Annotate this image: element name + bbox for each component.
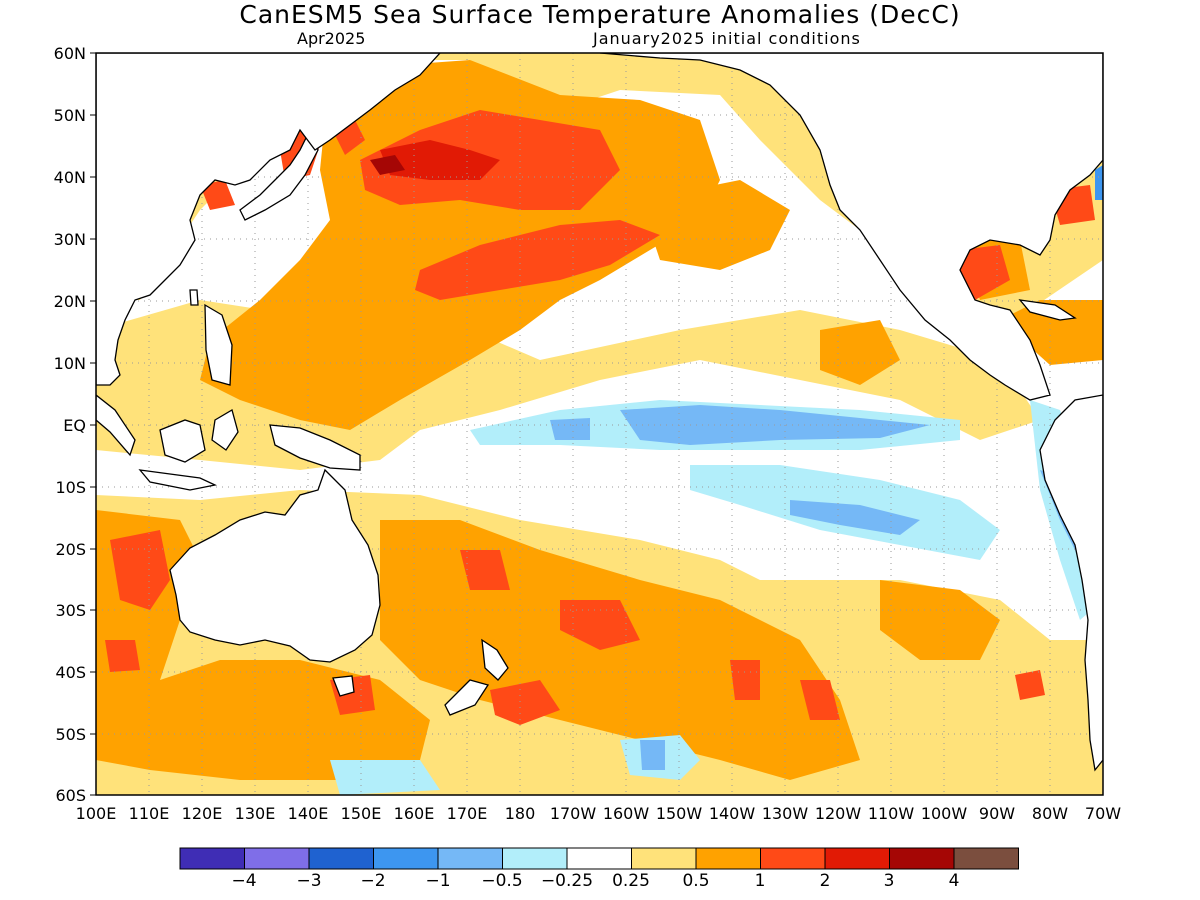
colorbar-swatch — [437, 847, 503, 870]
colorbar-label: 0.5 — [682, 871, 710, 891]
gridlines — [96, 53, 1103, 795]
x-tick-label: 110W — [867, 804, 915, 823]
x-tick-label: 140E — [287, 804, 329, 823]
y-tick-label: 20N — [53, 292, 86, 311]
colorbar-label: −4 — [231, 871, 257, 891]
plot-frame — [95, 52, 1104, 796]
y-tick-label: 50S — [55, 725, 86, 744]
new-guinea-landmass — [269, 424, 361, 471]
x-tick-label: 160W — [602, 804, 650, 823]
colorbar-swatch — [695, 847, 761, 870]
colorbar-swatch — [889, 847, 955, 870]
colorbar-label: −3 — [296, 871, 322, 891]
x-tick-label: 70W — [1084, 804, 1122, 823]
colorbar — [179, 847, 1019, 870]
colorbar-label: 4 — [948, 871, 960, 891]
x-tick-label: 120W — [814, 804, 862, 823]
colorbar-swatch — [566, 847, 632, 870]
x-tick-label: 100E — [75, 804, 117, 823]
colorbar-swatch — [308, 847, 374, 870]
initial-conditions-label: January2025 initial conditions — [593, 29, 861, 48]
australia-landmass — [169, 468, 381, 663]
x-tick-label: 130W — [761, 804, 809, 823]
x-tick-label: 160E — [393, 804, 435, 823]
colorbar-label: −2 — [360, 871, 386, 891]
borneo-landmass — [159, 419, 206, 463]
anomaly-region-warm-very-strong — [380, 140, 500, 180]
y-tick-label: 10N — [53, 354, 86, 373]
y-tick-label: 60N — [53, 44, 86, 63]
y-tick-label: 40N — [53, 168, 86, 187]
x-tick-label: 130E — [234, 804, 276, 823]
colorbar-label: 3 — [883, 871, 895, 891]
y-tick-label: 10S — [55, 478, 86, 497]
cuba-landmass — [1018, 299, 1077, 321]
map-title: CanESM5 Sea Surface Temperature Anomalie… — [239, 0, 961, 29]
x-tick-label: 110E — [128, 804, 170, 823]
tasmania-landmass — [332, 675, 355, 697]
tick-marks — [90, 52, 96, 796]
new-zealand-south-landmass — [444, 679, 490, 716]
colorbar-label: 1 — [754, 871, 766, 891]
colorbar-label: −0.25 — [540, 871, 594, 891]
colorbar-label: −0.5 — [481, 871, 523, 891]
y-tick-label: 60S — [55, 786, 86, 805]
x-tick-label: 150W — [655, 804, 703, 823]
x-tick-label: 80W — [1031, 804, 1069, 823]
colorbar-swatch — [179, 847, 245, 870]
colorbar-swatch — [244, 847, 310, 870]
java-landmass — [138, 469, 218, 491]
new-zealand-north-landmass — [481, 638, 509, 681]
colorbar-swatch — [631, 847, 697, 870]
x-tick-label: 150E — [340, 804, 382, 823]
y-tick-label: 20S — [55, 540, 86, 559]
asia-mainland-landmass — [96, 53, 441, 386]
colorbar-label: 2 — [819, 871, 831, 891]
sumatra-landmass — [96, 394, 136, 457]
philippines-landmass — [204, 303, 233, 386]
colorbar-swatch — [373, 847, 439, 870]
x-tick-label: 170W — [549, 804, 597, 823]
south-america-landmass — [1039, 394, 1103, 772]
colorbar-swatch — [953, 847, 1019, 870]
y-tick-label: EQ — [63, 416, 86, 435]
x-tick-label: 120E — [181, 804, 223, 823]
x-tick-label: 140W — [708, 804, 756, 823]
landmasses — [96, 53, 1103, 772]
x-tick-label: 170E — [446, 804, 488, 823]
forecast-month-label: Apr2025 — [297, 29, 366, 48]
colorbar-swatch — [824, 847, 890, 870]
north-america-landmass — [599, 53, 1103, 401]
x-tick-label: 180 — [504, 804, 536, 823]
colorbar-swatch — [760, 847, 826, 870]
y-tick-label: 50N — [53, 106, 86, 125]
colorbar-label: 0.25 — [612, 871, 650, 891]
colorbar-label: −1 — [425, 871, 451, 891]
colorbar-swatch — [502, 847, 568, 870]
x-tick-label: 100W — [920, 804, 968, 823]
x-tick-label: 90W — [978, 804, 1016, 823]
taiwan-landmass — [189, 289, 199, 306]
y-tick-label: 30S — [55, 601, 86, 620]
y-tick-label: 30N — [53, 230, 86, 249]
sulawesi-landmass — [211, 409, 239, 451]
y-tick-label: 40S — [55, 663, 86, 682]
